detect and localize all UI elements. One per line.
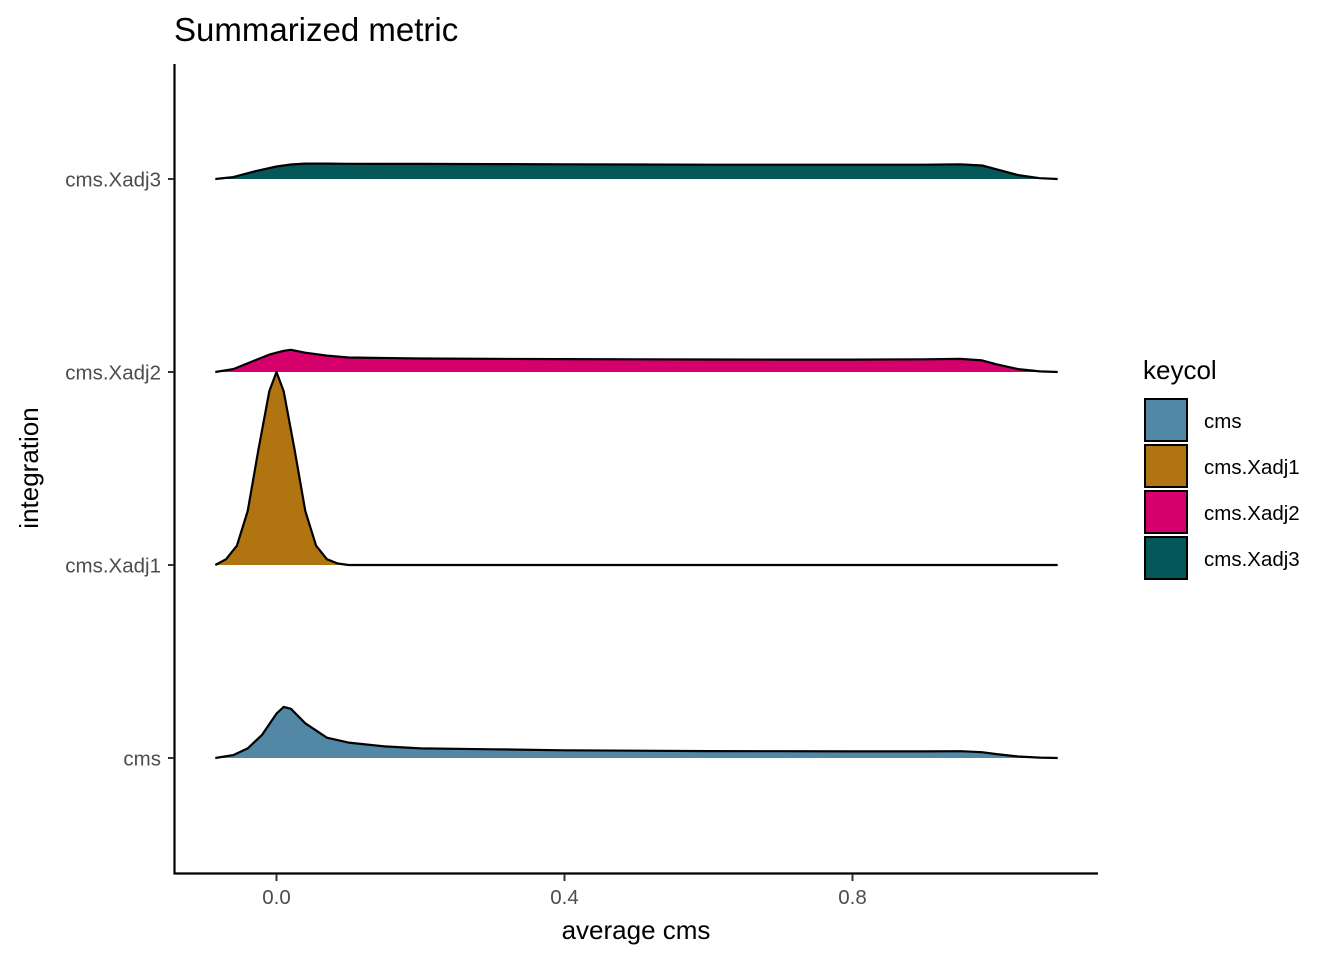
legend: keycol cms cms.Xadj1 cms.Xadj2 cms.Xadj3 [1143, 355, 1300, 580]
legend-label-cms: cms [1204, 410, 1242, 433]
x-axis-ticks: 0.0 0.4 0.8 [262, 874, 867, 909]
x-tick-label: 0.4 [550, 886, 579, 909]
ridge-outline-cms.Xadj3 [215, 162, 1058, 181]
x-tick-label: 0.0 [262, 886, 291, 909]
legend-label-cms.Xadj2: cms.Xadj2 [1204, 502, 1300, 525]
ridge-fill-cms.Xadj2 [215, 349, 1058, 372]
y-axis-ticks: cms cms.Xadj1 cms.Xadj2 cms.Xadj3 [65, 169, 174, 771]
legend-key-cms.Xadj2 [1144, 490, 1188, 534]
ridge-fill-cms.Xadj1 [215, 372, 1058, 565]
x-tick-label: 0.8 [838, 886, 867, 909]
ridge-outline-cms.Xadj2 [215, 348, 1058, 374]
y-tick-label: cms.Xadj1 [65, 555, 161, 578]
ridge-fill-cms.Xadj3 [215, 163, 1058, 179]
y-tick-label: cms [123, 748, 161, 771]
ridges-layer [214, 162, 1058, 760]
legend-key-cms.Xadj3 [1144, 536, 1188, 580]
ridge-outline-cms.Xadj1 [214, 370, 1058, 567]
legend-label-cms.Xadj3: cms.Xadj3 [1204, 548, 1300, 571]
legend-label-cms.Xadj1: cms.Xadj1 [1204, 456, 1300, 479]
y-axis-title: integration [14, 407, 44, 528]
legend-title: keycol [1143, 355, 1217, 385]
y-tick-label: cms.Xadj3 [65, 169, 161, 192]
x-axis-title: average cms [562, 915, 711, 945]
chart-title: Summarized metric [174, 11, 458, 48]
legend-key-cms.Xadj1 [1144, 444, 1188, 488]
y-tick-label: cms.Xadj2 [65, 362, 161, 385]
legend-key-cms [1144, 398, 1188, 442]
ridge-outline-cms [215, 705, 1058, 760]
